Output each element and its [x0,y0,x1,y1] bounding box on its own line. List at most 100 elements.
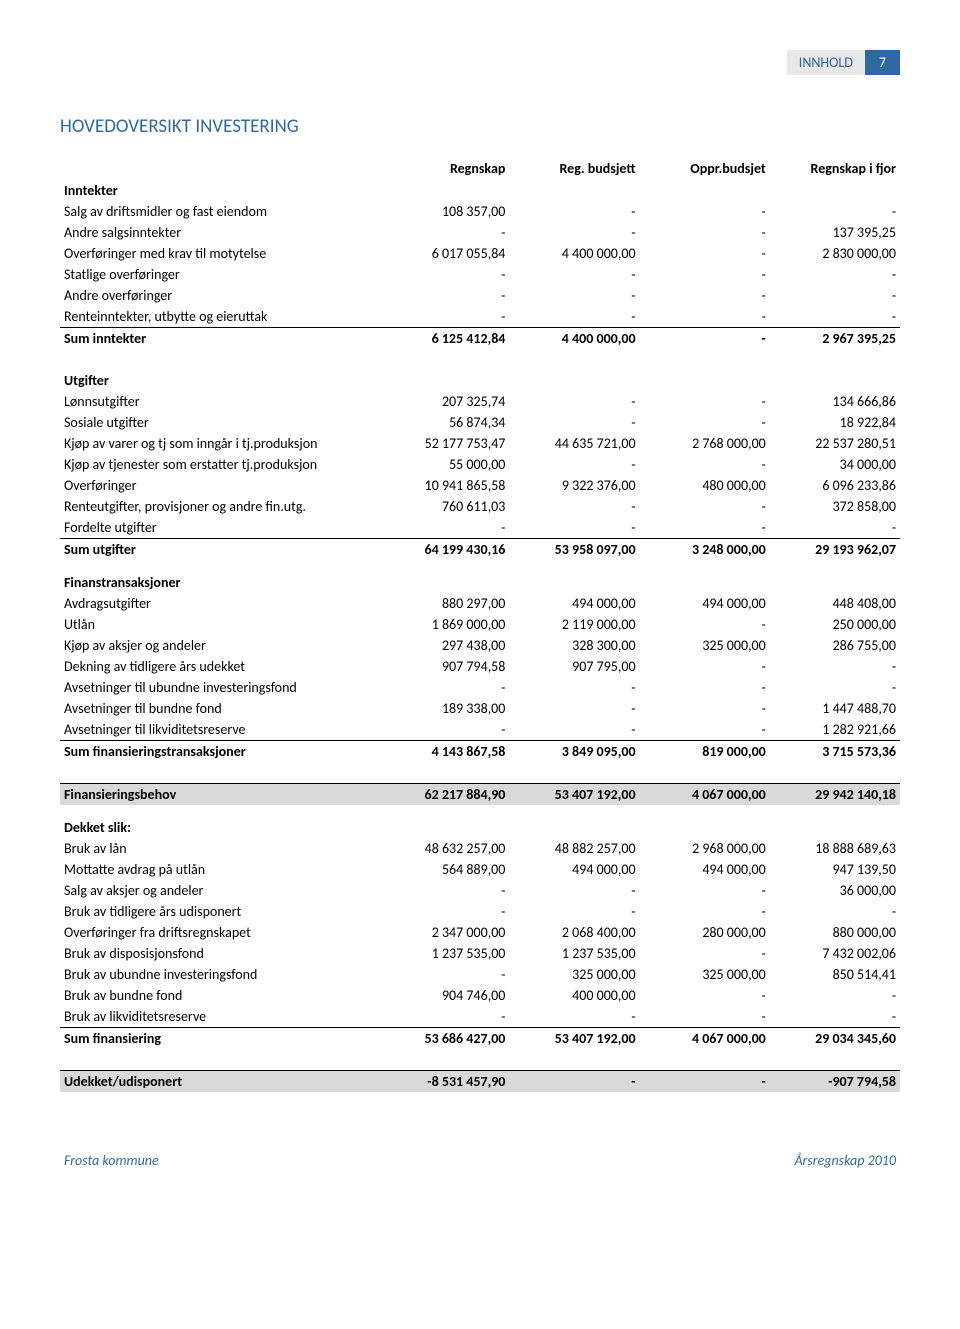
row-value: - [509,677,639,698]
table-row: Dekning av tidligere års udekket907 794,… [60,656,900,677]
row-value: 36 000,00 [770,880,900,901]
table-row: Udekket/udisponert-8 531 457,90---907 79… [60,1071,900,1093]
row-value: - [770,517,900,539]
row-label: Kjøp av tjenester som erstatter tj.produ… [60,454,379,475]
row-value: - [770,306,900,328]
row-value: - [640,698,770,719]
row-value: - [509,719,639,741]
row-value: 53 686 427,00 [379,1028,509,1050]
row-value: 325 000,00 [640,964,770,985]
row-value: - [640,264,770,285]
page: INNHOLD 7 HOVEDOVERSIKT INVESTERING Regn… [0,0,960,1199]
row-value: - [379,880,509,901]
row-value: - [509,1071,639,1093]
row-value: - [509,901,639,922]
row-value: - [509,517,639,539]
row-label: Utlån [60,614,379,635]
page-title: HOVEDOVERSIKT INVESTERING [60,115,900,138]
row-value: 1 447 488,70 [770,698,900,719]
row-value: - [509,201,639,222]
row-value: - [640,454,770,475]
row-value: 1 237 535,00 [379,943,509,964]
row-value: - [640,328,770,350]
table-row: Bruk av disposisjonsfond1 237 535,001 23… [60,943,900,964]
table-row: Bruk av likviditetsreserve---- [60,1006,900,1028]
row-value: 494 000,00 [640,593,770,614]
table-row: Salg av driftsmidler og fast eiendom108 … [60,201,900,222]
row-value: 108 357,00 [379,201,509,222]
row-label: Andre salgsinntekter [60,222,379,243]
row-value: - [770,656,900,677]
table-row: Bruk av tidligere års udisponert---- [60,901,900,922]
row-value: 907 795,00 [509,656,639,677]
row-value: 52 177 753,47 [379,433,509,454]
row-value: 18 922,84 [770,412,900,433]
row-label: Dekning av tidligere års udekket [60,656,379,677]
row-value: 3 849 095,00 [509,741,639,763]
table-row: Andre overføringer---- [60,285,900,306]
row-value: - [640,677,770,698]
row-label: Sum finansiering [60,1028,379,1050]
table-row: Overføringer10 941 865,589 322 376,00480… [60,475,900,496]
table-row: Avsetninger til bundne fond189 338,00--1… [60,698,900,719]
row-value: -8 531 457,90 [379,1071,509,1093]
row-value: 10 941 865,58 [379,475,509,496]
row-value: - [509,222,639,243]
row-label: Sum inntekter [60,328,379,350]
spacer-row [60,805,900,817]
row-label: Bruk av likviditetsreserve [60,1006,379,1028]
table-row: Bruk av lån48 632 257,0048 882 257,002 9… [60,838,900,859]
financial-table: Regnskap Reg. budsjett Oppr.budsjet Regn… [60,158,900,1092]
row-value: - [509,412,639,433]
row-value: - [379,964,509,985]
table-row: Renteinntekter, utbytte og eieruttak---- [60,306,900,328]
table-row: Kjøp av aksjer og andeler297 438,00328 3… [60,635,900,656]
row-value: 7 432 002,06 [770,943,900,964]
row-value: - [770,985,900,1006]
row-value: 2 768 000,00 [640,433,770,454]
row-label: Fordelte utgifter [60,517,379,539]
row-value: 34 000,00 [770,454,900,475]
row-value: 6 125 412,84 [379,328,509,350]
table-row: Finansieringsbehov62 217 884,9053 407 19… [60,784,900,806]
row-value: 947 139,50 [770,859,900,880]
row-value: 2 968 000,00 [640,838,770,859]
row-value: - [509,496,639,517]
row-value: - [379,1006,509,1028]
row-value: 286 755,00 [770,635,900,656]
row-label: Bruk av disposisjonsfond [60,943,379,964]
row-value: 56 874,34 [379,412,509,433]
row-label: Sosiale utgifter [60,412,379,433]
row-value: - [640,656,770,677]
row-value: 3 248 000,00 [640,539,770,561]
row-value: - [640,306,770,328]
table-row: Lønnsutgifter207 325,74--134 666,86 [60,391,900,412]
row-value: 880 297,00 [379,593,509,614]
table-row: Sum inntekter6 125 412,844 400 000,00-2 … [60,328,900,350]
row-label: Bruk av bundne fond [60,985,379,1006]
row-value: - [640,1006,770,1028]
header-section-label: INNHOLD [787,50,865,75]
row-value: - [770,264,900,285]
column-header-row: Regnskap Reg. budsjett Oppr.budsjet Regn… [60,158,900,180]
row-value: 53 958 097,00 [509,539,639,561]
row-value: - [640,391,770,412]
row-value: 904 746,00 [379,985,509,1006]
table-row: Utlån1 869 000,002 119 000,00-250 000,00 [60,614,900,635]
row-value: 494 000,00 [640,859,770,880]
row-value: 1 237 535,00 [509,943,639,964]
row-label: Mottatte avdrag på utlån [60,859,379,880]
table-row: Andre salgsinntekter---137 395,25 [60,222,900,243]
row-value: - [379,517,509,539]
row-label: Finansieringsbehov [60,784,379,806]
table-row: Bruk av bundne fond904 746,00400 000,00-… [60,985,900,1006]
row-value: 325 000,00 [640,635,770,656]
row-value: 4 067 000,00 [640,784,770,806]
row-value: - [640,719,770,741]
table-row: Fordelte utgifter---- [60,517,900,539]
row-label: Renteutgifter, provisjoner og andre fin.… [60,496,379,517]
row-value: 3 715 573,36 [770,741,900,763]
row-label: Salg av aksjer og andeler [60,880,379,901]
row-label: Lønnsutgifter [60,391,379,412]
row-value: - [509,1006,639,1028]
